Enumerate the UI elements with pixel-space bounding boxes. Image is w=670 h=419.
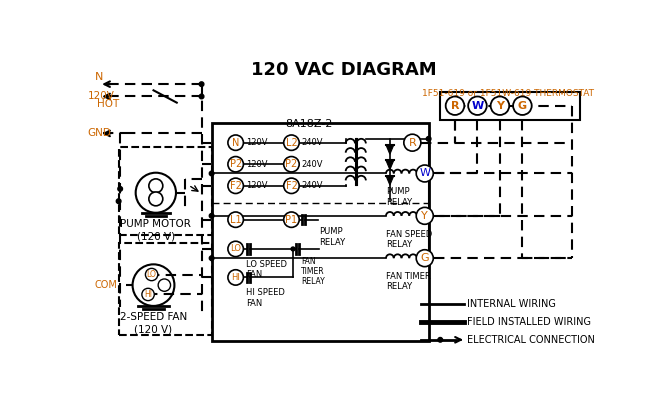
Text: 120V: 120V [246,181,267,190]
Circle shape [149,179,163,193]
Circle shape [118,186,123,191]
Text: W: W [471,101,484,111]
Circle shape [446,96,464,115]
Circle shape [490,96,509,115]
Text: HI: HI [231,273,240,282]
Circle shape [145,268,158,281]
Text: P2: P2 [285,159,297,169]
Text: 240V: 240V [302,138,323,147]
Circle shape [426,137,431,141]
Circle shape [199,82,204,86]
Circle shape [283,135,299,150]
Text: ELECTRICAL CONNECTION: ELECTRICAL CONNECTION [468,335,595,345]
Circle shape [228,135,243,150]
Circle shape [283,178,299,194]
Text: F2: F2 [230,181,242,191]
Circle shape [416,207,433,224]
Text: PUMP
RELAY: PUMP RELAY [320,228,346,247]
Circle shape [228,212,243,228]
Circle shape [209,256,214,261]
Text: R: R [451,101,459,111]
Text: 8A18Z-2: 8A18Z-2 [285,119,332,129]
Text: FIELD INSTALLED WIRING: FIELD INSTALLED WIRING [468,317,592,327]
Text: 120 VAC DIAGRAM: 120 VAC DIAGRAM [251,61,436,79]
Circle shape [513,96,532,115]
Text: 120V: 120V [88,91,115,101]
Bar [212,124,429,341]
Text: GND: GND [88,129,111,138]
Circle shape [133,264,174,306]
Bar [440,92,580,119]
Text: HI: HI [144,290,152,299]
Text: Y: Y [421,211,428,221]
Text: LO: LO [230,244,241,253]
Text: 120V: 120V [246,138,267,147]
Text: LO SPEED
FAN: LO SPEED FAN [246,260,287,279]
Text: PUMP
RELAY: PUMP RELAY [386,187,412,207]
Text: LO: LO [147,270,157,279]
Text: F2: F2 [285,181,297,191]
Text: P2: P2 [230,159,242,169]
Text: L1: L1 [230,215,241,225]
Text: G: G [421,253,429,263]
Text: 2-SPEED FAN
(120 V): 2-SPEED FAN (120 V) [120,312,187,334]
Polygon shape [386,160,394,170]
Text: FAN TIMER
RELAY: FAN TIMER RELAY [386,272,431,292]
Text: N: N [95,72,103,82]
Text: Y: Y [496,101,504,111]
Circle shape [228,178,243,194]
Circle shape [416,165,433,182]
Circle shape [416,250,433,266]
Text: N: N [232,138,239,147]
Text: 240V: 240V [302,181,323,190]
Circle shape [404,134,421,151]
Bar [119,147,212,235]
Bar [119,243,212,335]
Circle shape [117,199,121,204]
Circle shape [228,270,243,285]
Text: COM: COM [95,280,118,290]
Text: INTERNAL WIRING: INTERNAL WIRING [468,300,556,309]
Circle shape [199,94,204,99]
Circle shape [283,157,299,172]
Circle shape [142,288,154,300]
Polygon shape [386,145,394,154]
Text: P1: P1 [285,215,297,225]
Text: 120V: 120V [246,160,267,169]
Circle shape [135,173,176,213]
Circle shape [468,96,486,115]
Text: FAN
TIMER
RELAY: FAN TIMER RELAY [301,257,324,287]
Circle shape [228,157,243,172]
Circle shape [291,247,295,251]
Text: HOT: HOT [97,99,120,109]
Text: HI SPEED
FAN: HI SPEED FAN [246,288,285,308]
Text: FAN SPEED
RELAY: FAN SPEED RELAY [386,230,432,249]
Text: R: R [409,138,416,147]
Circle shape [283,212,299,228]
Text: G: G [518,101,527,111]
Circle shape [158,279,171,291]
Text: PUMP MOTOR
(120 V): PUMP MOTOR (120 V) [121,219,191,241]
Text: L2: L2 [285,138,297,147]
Text: 240V: 240V [302,160,323,169]
Polygon shape [386,176,394,185]
Circle shape [228,241,243,257]
Circle shape [209,171,214,176]
Text: W: W [419,168,430,178]
Circle shape [209,214,214,218]
Circle shape [149,192,163,206]
Circle shape [438,337,443,342]
Text: 1F51-619 or 1F51W-619 THERMOSTAT: 1F51-619 or 1F51W-619 THERMOSTAT [423,89,594,98]
